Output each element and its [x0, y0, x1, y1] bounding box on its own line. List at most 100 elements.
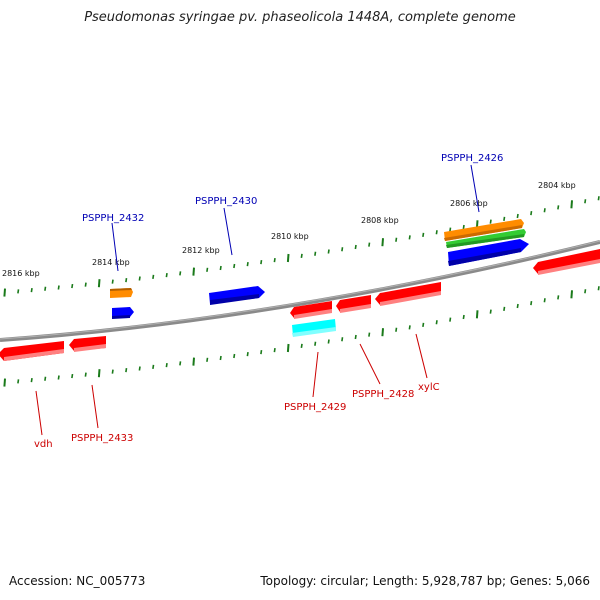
minor-tick — [138, 366, 141, 371]
minor-tick — [422, 322, 425, 327]
minor-tick — [125, 367, 128, 373]
minor-tick — [584, 289, 587, 294]
minor-tick — [597, 196, 600, 201]
gene-PSPPH_2426[interactable] — [444, 219, 529, 266]
minor-tick — [368, 242, 371, 247]
major-tick — [475, 310, 479, 319]
minor-tick — [354, 334, 357, 340]
gene-label-PSPPH_2426[interactable]: PSPPH_2426 — [441, 153, 503, 164]
gene-label-PSPPH_2429[interactable]: PSPPH_2429 — [284, 402, 346, 413]
minor-tick — [111, 369, 114, 374]
minor-tick — [152, 274, 155, 279]
leader-PSPPH_2429 — [312, 351, 319, 398]
minor-tick — [30, 377, 33, 383]
ruler-label-2806: 2806 kbp — [450, 199, 488, 208]
minor-tick — [246, 261, 249, 267]
minor-tick — [111, 279, 114, 284]
minor-tick — [206, 357, 209, 362]
minor-tick — [57, 375, 60, 380]
minor-tick — [341, 337, 344, 342]
minor-tick — [125, 277, 128, 283]
ruler-label-2814: 2814 kbp — [92, 258, 130, 267]
minor-tick — [408, 325, 411, 330]
gene-label-vdh[interactable]: vdh — [34, 439, 53, 450]
gene-label-PSPPH_2433[interactable]: PSPPH_2433 — [71, 433, 133, 444]
minor-tick — [597, 286, 600, 291]
accession-text: Accession: NC_005773 — [9, 574, 146, 588]
minor-tick — [435, 230, 438, 235]
major-tick — [3, 288, 6, 297]
minor-tick — [260, 259, 263, 265]
minor-tick — [300, 343, 303, 348]
minor-tick — [327, 339, 330, 344]
minor-tick — [557, 295, 560, 300]
minor-tick — [246, 351, 249, 357]
ruler-label-2812: 2812 kbp — [182, 246, 220, 255]
major-tick — [97, 279, 101, 288]
minor-tick — [273, 347, 276, 353]
major-tick — [381, 328, 384, 337]
minor-tick — [84, 372, 87, 377]
gene-label-xylC[interactable]: xylC — [418, 382, 440, 393]
minor-tick — [260, 349, 263, 355]
leader-PSPPH_2426 — [470, 164, 480, 213]
gene-PSPPH_2433[interactable] — [69, 336, 106, 352]
ruler-label-2808: 2808 kbp — [361, 216, 399, 225]
minor-tick — [449, 317, 452, 322]
minor-tick — [543, 208, 546, 213]
minor-tick — [435, 320, 438, 325]
major-tick — [286, 343, 290, 353]
ruler-label-2810: 2810 kbp — [271, 232, 309, 241]
minor-tick — [17, 379, 20, 384]
minor-tick — [44, 376, 47, 381]
minor-tick — [314, 251, 317, 256]
minor-tick — [327, 249, 330, 254]
gene-label-PSPPH_2432[interactable]: PSPPH_2432 — [82, 213, 144, 224]
minor-tick — [422, 232, 425, 237]
minor-tick — [300, 253, 303, 258]
minor-tick — [273, 257, 276, 263]
major-tick — [97, 369, 101, 378]
minor-tick — [17, 289, 20, 294]
major-tick — [192, 357, 195, 366]
gene-PSPPH_2430[interactable] — [209, 286, 265, 305]
minor-tick — [165, 273, 168, 278]
minor-tick — [516, 303, 519, 309]
ticks-inner-row — [3, 286, 600, 387]
minor-tick — [206, 267, 209, 272]
ruler-label-2804: 2804 kbp — [538, 181, 576, 190]
minor-tick — [71, 283, 74, 289]
major-tick — [570, 290, 573, 299]
gene-PSPPH_2428[interactable] — [336, 295, 371, 313]
minor-tick — [408, 235, 411, 240]
gene-PSPPH_2429[interactable] — [290, 301, 336, 337]
minor-tick — [489, 219, 492, 224]
minor-tick — [503, 216, 506, 221]
gene-xylC[interactable] — [375, 282, 441, 306]
minor-tick — [516, 213, 519, 219]
minor-tick — [314, 341, 317, 346]
minor-tick — [138, 276, 141, 281]
minor-tick — [530, 211, 533, 216]
gene-PSPPH_2432[interactable] — [110, 288, 134, 319]
major-tick — [192, 267, 195, 276]
minor-tick — [341, 247, 344, 252]
gene-label-PSPPH_2428[interactable]: PSPPH_2428 — [352, 389, 414, 400]
minor-tick — [395, 327, 398, 332]
gene-unlabeled-red[interactable] — [533, 249, 600, 275]
minor-tick — [395, 237, 398, 242]
minor-tick — [233, 353, 236, 359]
minor-tick — [354, 244, 357, 250]
major-tick — [381, 238, 384, 247]
minor-tick — [462, 224, 465, 230]
gene-vdh[interactable] — [0, 341, 64, 361]
minor-tick — [543, 298, 546, 303]
gene-label-PSPPH_2430[interactable]: PSPPH_2430 — [195, 196, 257, 207]
minor-tick — [179, 271, 182, 276]
leader-xylC — [415, 333, 428, 379]
minor-tick — [368, 332, 371, 337]
major-tick — [3, 378, 6, 387]
minor-tick — [179, 361, 182, 366]
minor-tick — [44, 286, 47, 291]
